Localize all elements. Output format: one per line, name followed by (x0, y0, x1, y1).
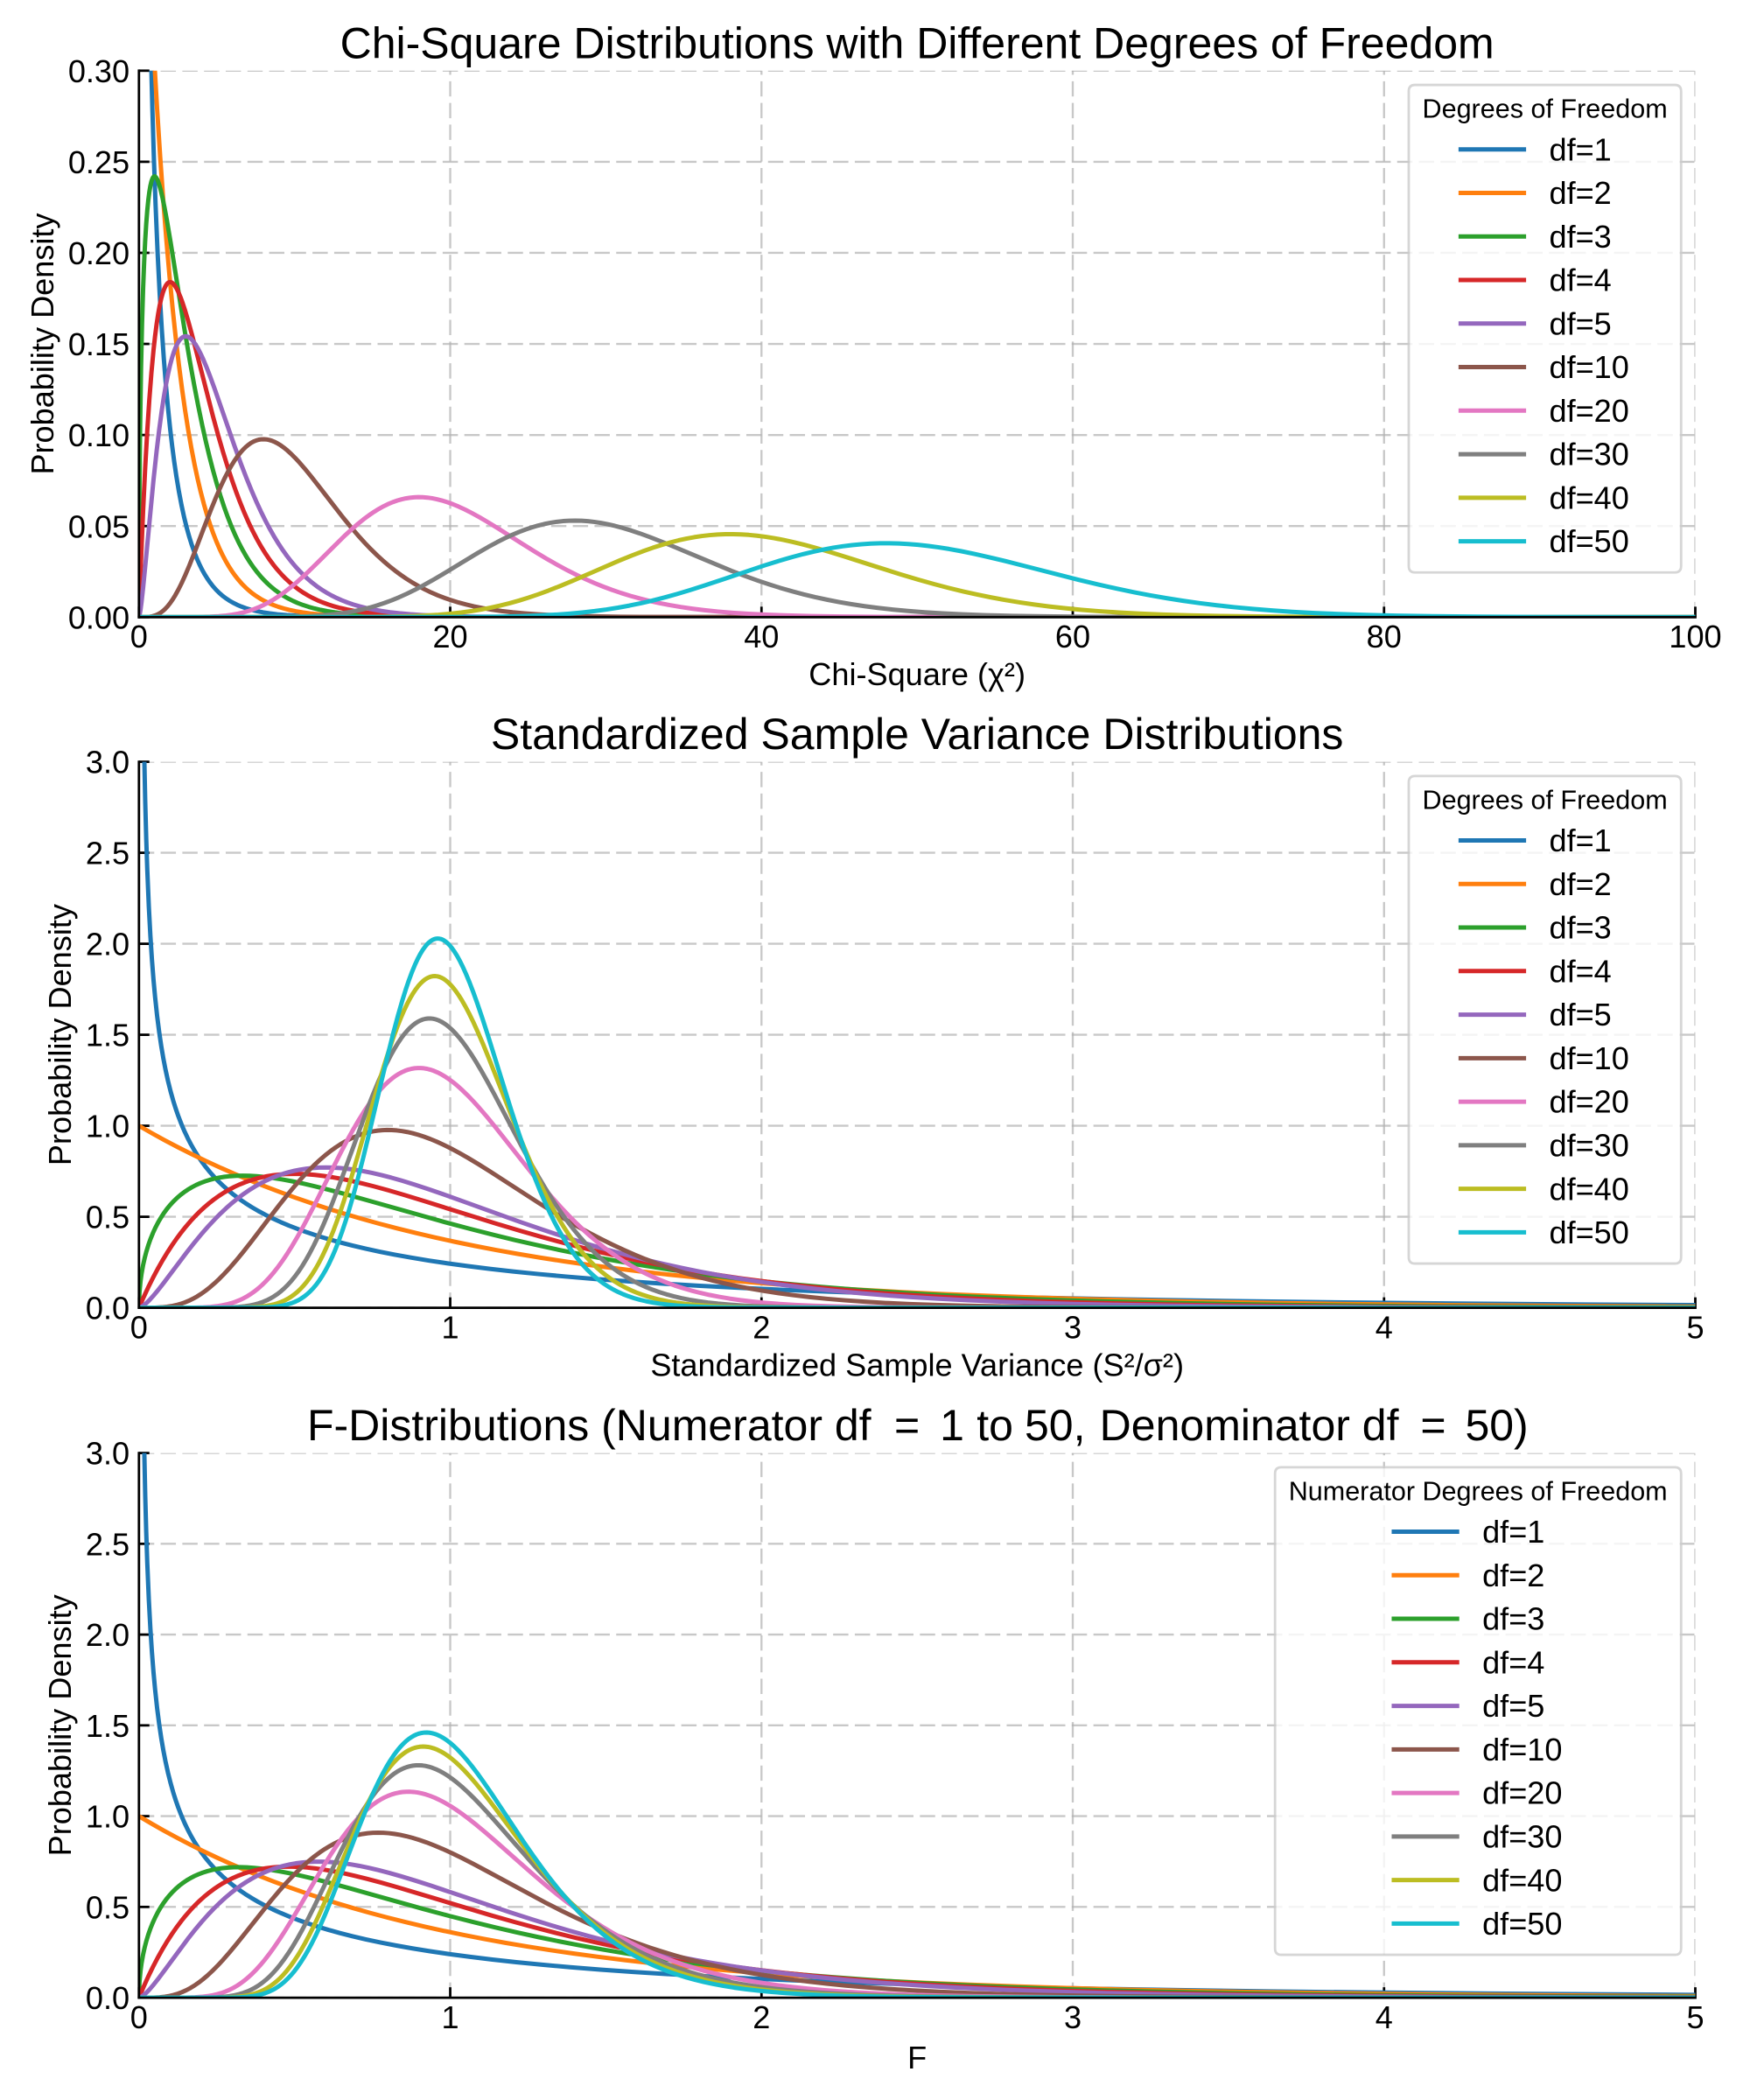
svg-text:df=30: df=30 (1482, 1819, 1562, 1855)
svg-text:df=5: df=5 (1482, 1688, 1544, 1724)
svg-text:Standardized Sample Variance (: Standardized Sample Variance (S²/σ²) (650, 1347, 1184, 1382)
svg-text:F: F (907, 2040, 927, 2076)
svg-text:df=2: df=2 (1549, 175, 1611, 211)
svg-text:0.0: 0.0 (86, 1980, 130, 2016)
svg-text:Denominator df: Denominator df (1100, 1401, 1399, 1450)
svg-text:df=30: df=30 (1549, 1128, 1628, 1164)
svg-text:Probability Density: Probability Density (24, 214, 60, 475)
svg-text:50): 50) (1465, 1401, 1528, 1450)
svg-text:df=4: df=4 (1549, 953, 1611, 989)
svg-text:0.05: 0.05 (68, 508, 130, 544)
svg-text:0.15: 0.15 (68, 326, 130, 362)
svg-text:3.0: 3.0 (86, 1436, 130, 1472)
svg-text:0.0: 0.0 (86, 1291, 130, 1326)
svg-text:0.00: 0.00 (68, 599, 130, 635)
svg-text:df=40: df=40 (1482, 1862, 1562, 1898)
svg-text:df=2: df=2 (1482, 1558, 1544, 1593)
svg-text:df=1: df=1 (1549, 822, 1611, 858)
svg-text:2.5: 2.5 (86, 1526, 130, 1562)
svg-text:df=30: df=30 (1549, 437, 1628, 472)
svg-text:3: 3 (1064, 1309, 1082, 1345)
svg-text:0.20: 0.20 (68, 235, 130, 271)
svg-text:df=3: df=3 (1549, 910, 1611, 946)
svg-text:0.30: 0.30 (68, 53, 130, 89)
svg-text:1.0: 1.0 (86, 1799, 130, 1835)
svg-text:df=50: df=50 (1549, 1214, 1628, 1250)
svg-text:Probability Density: Probability Density (42, 904, 78, 1166)
svg-text:3.0: 3.0 (86, 745, 130, 780)
svg-text:df=5: df=5 (1549, 997, 1611, 1032)
svg-text:df=5: df=5 (1549, 305, 1611, 341)
svg-text:2.0: 2.0 (86, 1617, 130, 1653)
svg-text:Chi-Square (χ²): Chi-Square (χ²) (808, 656, 1026, 692)
svg-text:df=20: df=20 (1549, 1084, 1628, 1120)
svg-text:2.0: 2.0 (86, 927, 130, 962)
svg-text:2.5: 2.5 (86, 836, 130, 872)
svg-text:4: 4 (1376, 1309, 1393, 1345)
svg-text:5: 5 (1686, 1999, 1704, 2035)
svg-text:3: 3 (1064, 1999, 1082, 2035)
svg-text:0: 0 (130, 1999, 148, 2035)
svg-text:20: 20 (432, 619, 467, 654)
svg-text:=: = (894, 1401, 920, 1450)
svg-text:0.5: 0.5 (86, 1200, 130, 1236)
svg-text:df=50: df=50 (1482, 1906, 1562, 1942)
svg-text:1: 1 (441, 1309, 458, 1345)
svg-text:1: 1 (940, 1401, 964, 1450)
svg-text:2: 2 (752, 1309, 770, 1345)
svg-text:df=10: df=10 (1482, 1732, 1562, 1768)
svg-text:50,: 50, (1025, 1401, 1086, 1450)
svg-text:1.5: 1.5 (86, 1018, 130, 1054)
svg-text:0.25: 0.25 (68, 144, 130, 180)
svg-text:1.5: 1.5 (86, 1708, 130, 1744)
svg-text:0.5: 0.5 (86, 1889, 130, 1925)
svg-text:df=1: df=1 (1482, 1514, 1544, 1550)
svg-text:F-Distributions (Numerator df: F-Distributions (Numerator df (307, 1401, 872, 1450)
svg-text:4: 4 (1376, 1999, 1393, 2035)
svg-text:=: = (1420, 1401, 1446, 1450)
svg-text:df=10: df=10 (1549, 1040, 1628, 1076)
svg-text:Probability Density: Probability Density (42, 1594, 78, 1856)
svg-text:df=20: df=20 (1549, 393, 1628, 429)
svg-text:0: 0 (130, 619, 148, 654)
svg-text:df=3: df=3 (1482, 1601, 1544, 1637)
svg-text:df=4: df=4 (1549, 262, 1611, 298)
svg-text:df=10: df=10 (1549, 349, 1628, 385)
svg-text:0: 0 (130, 1309, 148, 1345)
svg-text:df=1: df=1 (1549, 131, 1611, 167)
svg-text:1.0: 1.0 (86, 1109, 130, 1144)
svg-text:df=40: df=40 (1549, 480, 1628, 515)
svg-text:df=3: df=3 (1549, 219, 1611, 255)
svg-text:Degrees of Freedom: Degrees of Freedom (1423, 786, 1668, 816)
svg-text:60: 60 (1055, 619, 1090, 654)
svg-text:5: 5 (1686, 1309, 1704, 1345)
svg-text:Degrees of Freedom: Degrees of Freedom (1423, 94, 1668, 124)
svg-text:Chi-Square Distributions with: Chi-Square Distributions with Different … (340, 18, 1494, 67)
svg-text:df=4: df=4 (1482, 1644, 1544, 1680)
svg-text:Numerator Degrees of Freedom: Numerator Degrees of Freedom (1289, 1477, 1668, 1507)
svg-text:Standardized Sample Variance D: Standardized Sample Variance Distributio… (491, 710, 1344, 759)
svg-text:2: 2 (752, 1999, 770, 2035)
svg-text:40: 40 (744, 619, 779, 654)
svg-text:1: 1 (441, 1999, 458, 2035)
svg-text:df=20: df=20 (1482, 1775, 1562, 1811)
svg-text:to: to (976, 1401, 1013, 1450)
svg-text:df=2: df=2 (1549, 866, 1611, 902)
svg-text:100: 100 (1669, 619, 1721, 654)
svg-text:80: 80 (1367, 619, 1402, 654)
svg-text:df=50: df=50 (1549, 523, 1628, 559)
svg-text:df=40: df=40 (1549, 1171, 1628, 1207)
svg-text:0.10: 0.10 (68, 417, 130, 453)
